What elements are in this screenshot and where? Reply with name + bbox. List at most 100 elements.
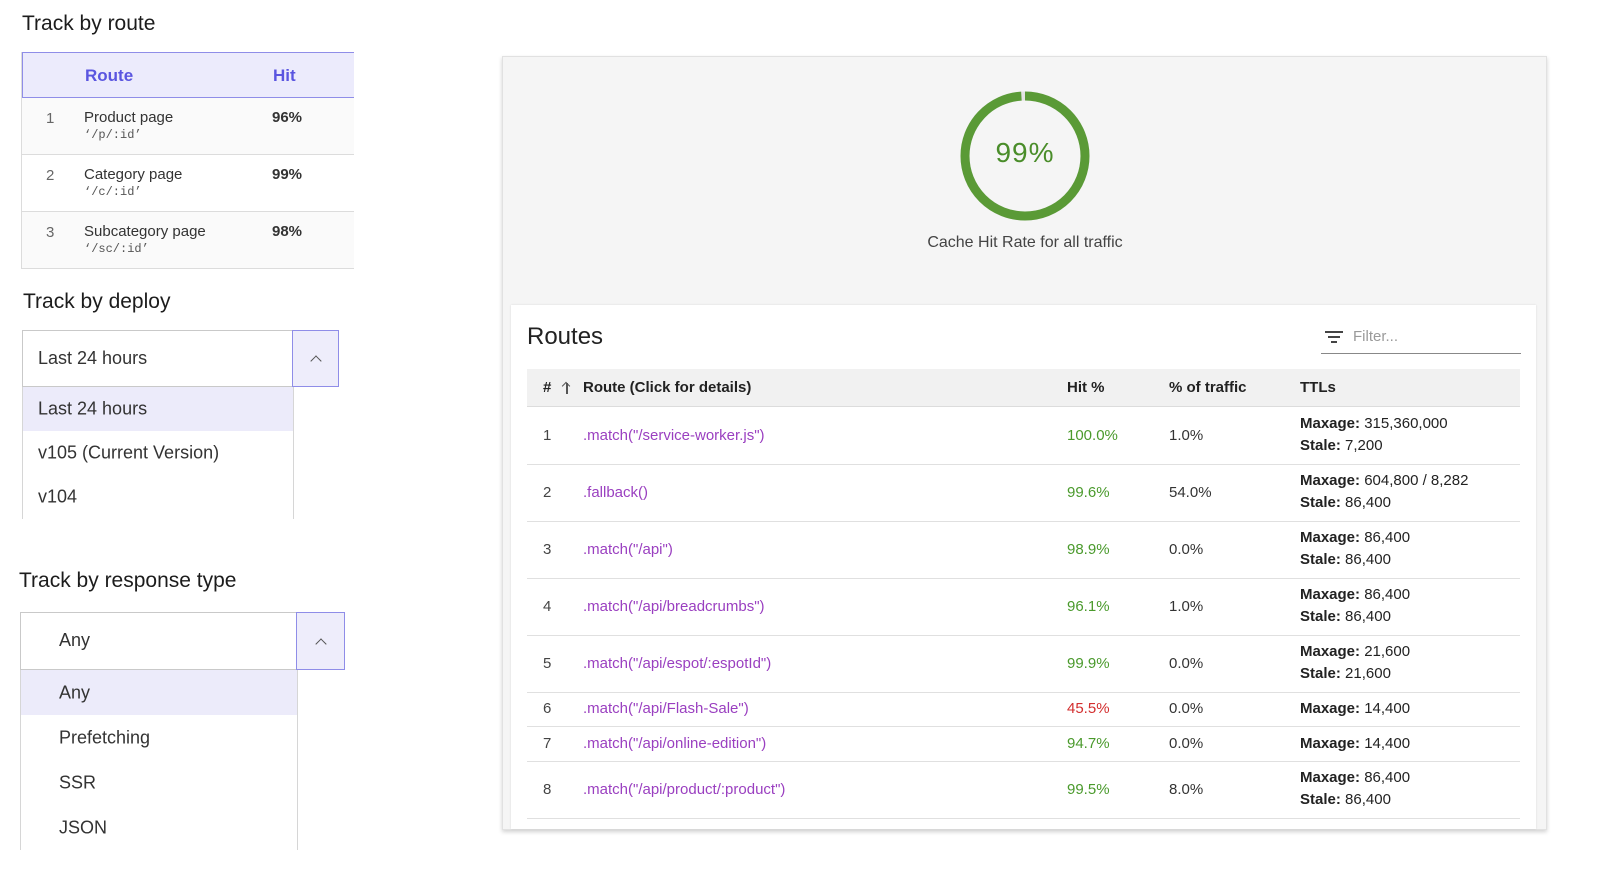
filter-field	[1321, 325, 1521, 354]
route-link[interactable]: .match("/service-worker.js")	[583, 427, 765, 444]
row-number: 5	[543, 655, 552, 672]
maxage-label: Maxage:	[1300, 529, 1361, 546]
filter-icon	[1325, 331, 1343, 345]
filter-input[interactable]	[1351, 327, 1520, 346]
maxage-label: Maxage:	[1300, 700, 1361, 717]
routes-table-header: # Route (Click for details) Hit % % of t…	[527, 369, 1520, 407]
row-number: 2	[543, 484, 552, 501]
response-type-options: Any Prefetching SSR JSON	[20, 670, 298, 850]
deploy-toggle-button[interactable]	[292, 330, 339, 387]
num-column-header[interactable]: #	[543, 379, 552, 396]
maxage-line: Maxage: 86,400	[1300, 527, 1410, 549]
ttl-cell: Maxage: 86,400 Stale: 86,400	[1300, 527, 1410, 571]
row-number: 3	[46, 224, 55, 241]
hit-column-header[interactable]: Hit %	[1067, 379, 1105, 396]
dropdown-option[interactable]: Last 24 hours	[23, 387, 293, 431]
route-table-header: Route Hit	[22, 52, 354, 98]
maxage-line: Maxage: 315,360,000	[1300, 413, 1448, 435]
track-by-response-type-title: Track by response type	[19, 569, 237, 592]
route-name: Category page	[84, 166, 183, 183]
row-number: 4	[543, 598, 552, 615]
dropdown-option-label: v105 (Current Version)	[38, 442, 220, 463]
maxage-value: 21,600	[1364, 643, 1411, 660]
dropdown-option[interactable]: Any	[21, 670, 297, 715]
route-name: Subcategory page	[84, 223, 206, 240]
traffic-percent: 0.0%	[1169, 700, 1204, 717]
response-type-select[interactable]: Any	[20, 612, 298, 670]
maxage-value: 86,400	[1364, 769, 1411, 786]
routes-table-row[interactable]: 2 .fallback() 99.6% 54.0% Maxage: 604,800 / …	[527, 464, 1520, 522]
routes-table-row[interactable]: 6 .match("/api/Flash-Sale") 45.5% 0.0% Maxag…	[527, 692, 1520, 727]
deploy-selected-value: Last 24 hours	[38, 348, 148, 368]
maxage-value: 315,360,000	[1364, 415, 1448, 432]
route-table-row[interactable]: 1 Product page ‘/p/:id’ 96%	[22, 98, 354, 155]
maxage-label: Maxage:	[1300, 769, 1361, 786]
route-link[interactable]: .match("/api/breadcrumbs")	[583, 598, 765, 615]
row-number: 1	[543, 427, 552, 444]
route-table-row[interactable]: 3 Subcategory page ‘/sc/:id’ 98%	[22, 212, 354, 269]
maxage-value: 86,400	[1364, 586, 1411, 603]
route-link[interactable]: .match("/api/product/:product")	[583, 781, 786, 798]
routes-table-row[interactable]: 8 .match("/api/product/:product") 99.5% 8.0…	[527, 761, 1520, 819]
dropdown-option[interactable]: JSON	[21, 805, 297, 850]
routes-card: Routes # Route (Click for details) Hit %…	[511, 305, 1536, 829]
stale-line: Stale: 86,400	[1300, 606, 1410, 628]
maxage-line: Maxage: 14,400	[1300, 733, 1410, 755]
stale-label: Stale:	[1300, 665, 1341, 682]
route-link[interactable]: .match("/api/online-edition")	[583, 735, 767, 752]
route-column-header[interactable]: Route	[85, 66, 134, 85]
stale-label: Stale:	[1300, 791, 1341, 808]
route-link[interactable]: .match("/api/Flash-Sale")	[583, 700, 749, 717]
routes-table-row[interactable]: 7 .match("/api/online-edition") 94.7% 0.0% M…	[527, 726, 1520, 762]
stale-value: 86,400	[1345, 551, 1391, 568]
chevron-up-icon	[309, 355, 322, 367]
maxage-line: Maxage: 86,400	[1300, 584, 1410, 606]
hit-column-header[interactable]: Hit	[273, 66, 296, 85]
dropdown-option[interactable]: v105 (Current Version)	[23, 431, 293, 475]
maxage-line: Maxage: 86,400	[1300, 767, 1410, 789]
maxage-label: Maxage:	[1300, 643, 1361, 660]
stale-line: Stale: 86,400	[1300, 789, 1410, 811]
maxage-line: Maxage: 21,600	[1300, 641, 1410, 663]
row-number: 7	[543, 735, 552, 752]
hit-rate: 94.7%	[1067, 735, 1110, 752]
stale-label: Stale:	[1300, 437, 1341, 454]
dropdown-option[interactable]: Prefetching	[21, 715, 297, 760]
deploy-select[interactable]: Last 24 hours	[22, 330, 294, 387]
arrow-up-icon[interactable]	[561, 381, 573, 395]
routes-table-row[interactable]: 4 .match("/api/breadcrumbs") 96.1% 1.0% Maxa…	[527, 578, 1520, 636]
stale-line: Stale: 7,200	[1300, 435, 1448, 457]
routes-title: Routes	[527, 323, 604, 350]
routes-table-row[interactable]: 5 .match("/api/espot/:espotId") 99.9% 0.0% M…	[527, 635, 1520, 693]
traffic-percent: 0.0%	[1169, 541, 1204, 558]
route-path: ‘/p/:id’	[84, 128, 142, 142]
route-column-header[interactable]: Route (Click for details)	[583, 379, 752, 396]
row-number: 3	[543, 541, 552, 558]
ttl-cell: Maxage: 315,360,000 Stale: 7,200	[1300, 413, 1448, 457]
ttls-column-header[interactable]: TTLs	[1300, 379, 1336, 396]
dropdown-option[interactable]: SSR	[21, 760, 297, 805]
route-link[interactable]: .fallback()	[583, 484, 649, 501]
routes-table-row[interactable]: 3 .match("/api") 98.9% 0.0% Maxage: 86,400 St…	[527, 521, 1520, 579]
ttl-cell: Maxage: 14,400	[1300, 698, 1410, 720]
ttl-cell: Maxage: 86,400 Stale: 86,400	[1300, 584, 1410, 628]
hit-rate: 99.9%	[1067, 655, 1110, 672]
response-type-toggle-button[interactable]	[296, 612, 345, 670]
route-hit-rate: 98%	[272, 223, 303, 240]
route-table-row[interactable]: 2 Category page ‘/c/:id’ 99%	[22, 155, 354, 212]
hit-rate: 100.0%	[1067, 427, 1118, 444]
deploy-options: Last 24 hours v105 (Current Version) v104	[22, 387, 294, 519]
route-table: Route Hit 1 Product page ‘/p/:id’ 96% 2 Categ…	[21, 52, 354, 269]
route-link[interactable]: .match("/api/espot/:espotId")	[583, 655, 772, 672]
row-number: 2	[46, 167, 55, 184]
maxage-label: Maxage:	[1300, 586, 1361, 603]
maxage-line: Maxage: 14,400	[1300, 698, 1410, 720]
stale-label: Stale:	[1300, 608, 1341, 625]
dropdown-option[interactable]: v104	[23, 475, 293, 519]
stale-label: Stale:	[1300, 551, 1341, 568]
maxage-value: 86,400	[1364, 529, 1411, 546]
route-link[interactable]: .match("/api")	[583, 541, 673, 558]
stale-label: Stale:	[1300, 494, 1341, 511]
traffic-column-header[interactable]: % of traffic	[1169, 379, 1247, 396]
routes-table-row[interactable]: 1 .match("/service-worker.js") 100.0% 1.0% M…	[527, 407, 1520, 465]
